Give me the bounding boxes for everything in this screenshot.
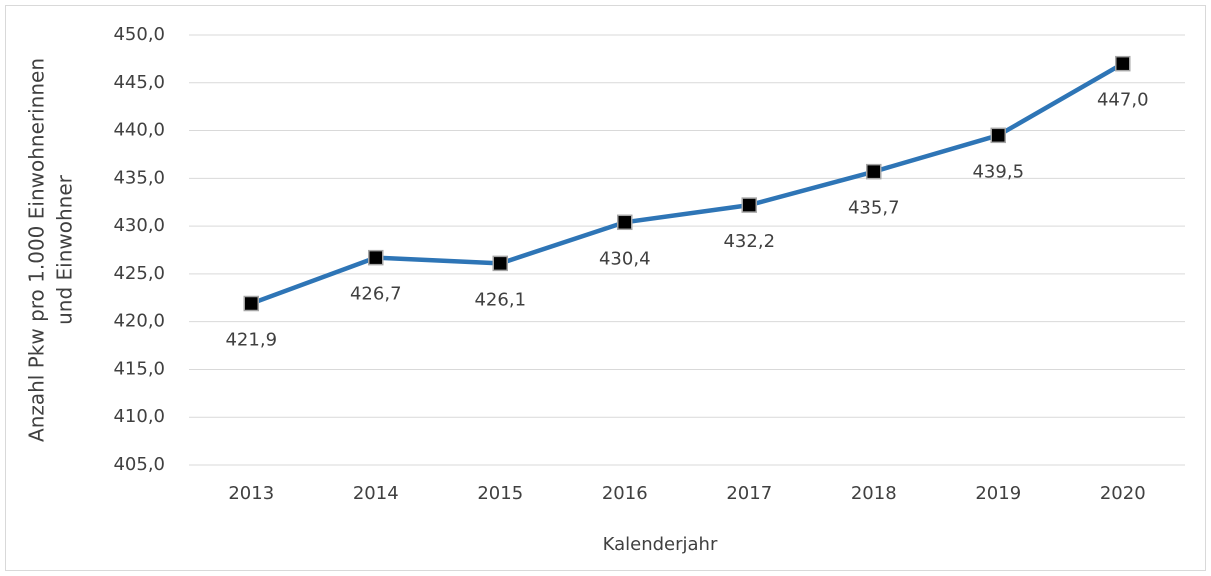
data-label: 439,5 bbox=[972, 161, 1024, 182]
marker bbox=[492, 255, 508, 272]
y-axis-label: Anzahl Pkw pro 1.000 Einwohnerinnen und … bbox=[25, 58, 77, 442]
y-tick-label: 445,0 bbox=[113, 72, 165, 93]
marker bbox=[368, 249, 384, 266]
marker bbox=[741, 197, 757, 213]
x-tick-label: 2017 bbox=[726, 483, 772, 504]
x-tick-label: 2016 bbox=[602, 483, 648, 504]
marker bbox=[866, 163, 882, 180]
y-tick-label: 440,0 bbox=[113, 120, 165, 141]
y-tick-label: 425,0 bbox=[113, 263, 165, 284]
y-axis-label-line: Anzahl Pkw pro 1.000 Einwohnerinnen bbox=[25, 58, 49, 442]
data-label: 430,4 bbox=[599, 248, 651, 269]
y-tick-label: 450,0 bbox=[113, 24, 165, 45]
x-tick-label: 2019 bbox=[975, 483, 1021, 504]
marker bbox=[1115, 55, 1131, 72]
data-label: 421,9 bbox=[225, 330, 277, 351]
chart-border bbox=[5, 5, 1206, 571]
data-label: 432,2 bbox=[723, 231, 775, 252]
data-label: 435,7 bbox=[848, 198, 900, 219]
y-tick-label: 430,0 bbox=[113, 215, 165, 236]
marker bbox=[990, 127, 1006, 144]
x-tick-label: 2020 bbox=[1100, 483, 1146, 504]
y-tick-label: 435,0 bbox=[113, 167, 165, 188]
y-tick-label: 415,0 bbox=[113, 358, 165, 379]
data-label: 426,1 bbox=[474, 289, 526, 310]
marker bbox=[617, 214, 633, 231]
y-tick-label: 405,0 bbox=[113, 454, 165, 475]
series-line bbox=[250, 61, 1124, 306]
x-tick-label: 2014 bbox=[353, 483, 399, 504]
y-tick-label: 410,0 bbox=[113, 406, 165, 427]
data-label: 447,0 bbox=[1097, 90, 1149, 111]
marker bbox=[243, 295, 259, 312]
x-tick-label: 2013 bbox=[228, 483, 274, 504]
y-axis-label-line: und Einwohner bbox=[53, 174, 77, 325]
x-tick-label: 2018 bbox=[851, 483, 897, 504]
y-tick-label: 420,0 bbox=[113, 311, 165, 332]
data-label: 426,7 bbox=[350, 284, 402, 305]
x-axis-label: Kalenderjahr bbox=[603, 534, 718, 555]
x-tick-label: 2015 bbox=[477, 483, 523, 504]
